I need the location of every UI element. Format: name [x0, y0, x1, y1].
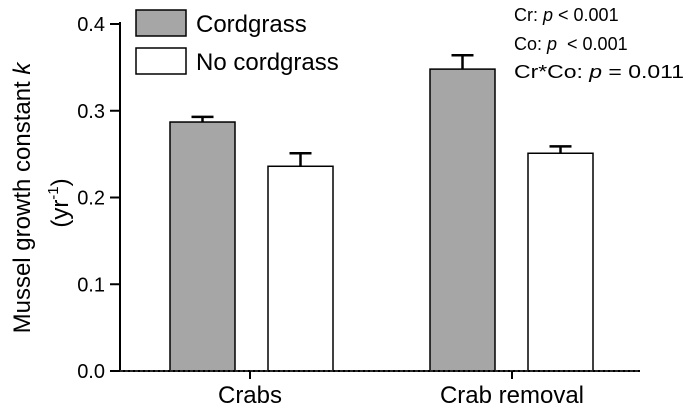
y-axis-title-k: k [9, 61, 36, 75]
x-category-labels: Crabs Crab removal [218, 371, 584, 409]
error-bars-layer [191, 53, 572, 167]
bar-cordgrass-crabs [169, 121, 236, 372]
legend: Cordgrass No cordgrass [135, 9, 339, 76]
y-tick-label: 0.0 [77, 361, 105, 383]
y-axis-title-line1: Mussel growth constant k [9, 61, 36, 334]
annotation-co: Co: p < 0.001 [514, 34, 628, 54]
x-tick-label: Crabs [218, 382, 282, 409]
y-tick-label: 0.3 [77, 101, 105, 123]
x-tick-label: Crab removal [440, 382, 584, 409]
bar-cordgrass-crab-removal [429, 68, 496, 372]
y-axis-unit-sup: -1 [45, 186, 62, 199]
y-tick-label: 0.2 [77, 188, 105, 210]
y-axis-title-line2: (yr-1) [45, 178, 74, 227]
legend-swatch-no-cordgrass [135, 47, 187, 75]
legend-label-no-cordgrass: No cordgrass [196, 49, 339, 76]
bar-no-cordgrass-crabs [267, 165, 334, 372]
stats-annotations: Cr: p < 0.001 Co: p < 0.001 Cr*Co: p = 0… [514, 5, 684, 82]
annotation-cr: Cr: p < 0.001 [514, 5, 619, 25]
bar-no-cordgrass-crab-removal [527, 152, 594, 372]
y-axis-unit-open: (yr [47, 200, 74, 228]
y-ticks: 0.0 0.1 0.2 0.3 0.4 [77, 14, 120, 383]
y-axis-title-text: Mussel growth constant [9, 75, 36, 334]
legend-swatch-cordgrass [135, 9, 187, 37]
y-tick-label: 0.1 [77, 274, 105, 296]
bars-layer [169, 68, 594, 372]
legend-label-cordgrass: Cordgrass [196, 11, 307, 38]
y-axis-unit-close: ) [47, 178, 74, 186]
y-tick-label: 0.4 [77, 14, 105, 36]
annotation-cr-co: Cr*Co: p = 0.011 [514, 62, 684, 82]
